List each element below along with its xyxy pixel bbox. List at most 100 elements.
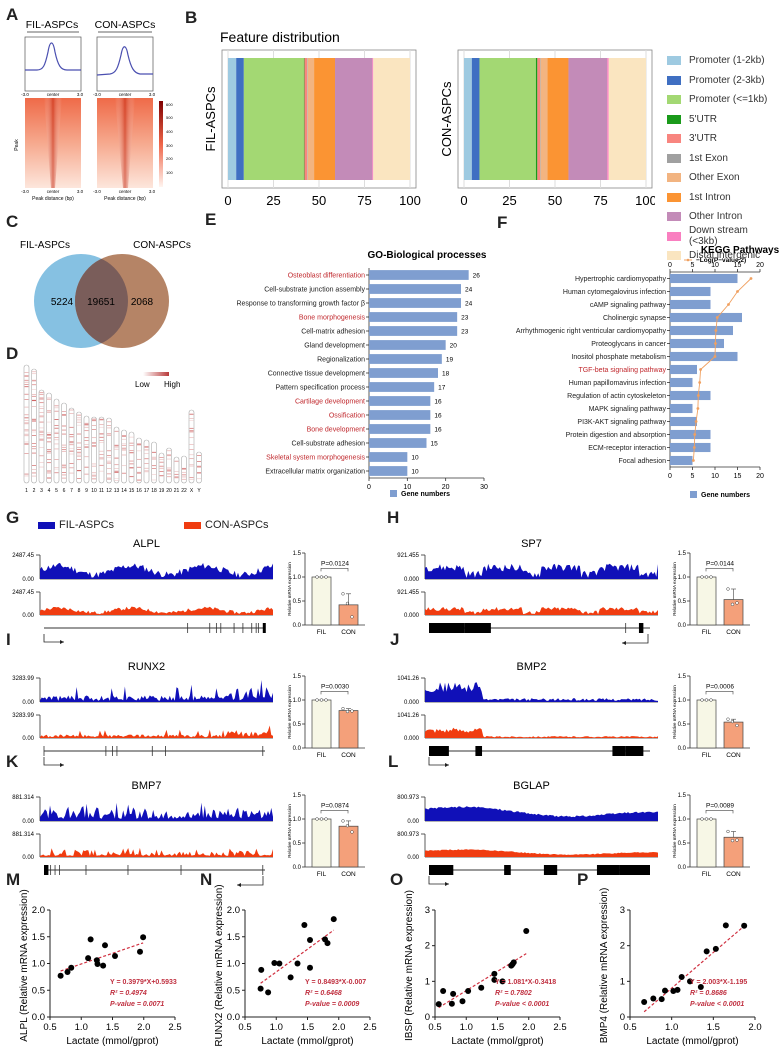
coverage-track-con (425, 849, 658, 857)
bar-value-label: 23 (461, 329, 469, 336)
group-label-con: CON-ASPCs (95, 19, 156, 31)
stacked-segment-promoter-1kb- (479, 58, 536, 180)
bar-arrhythmogenic-right-ventricular-cardiomyopathy (670, 325, 733, 336)
bar-ecm-receptor-interaction (670, 442, 711, 453)
chromosome-label: 2 (33, 488, 36, 494)
exon-block (44, 865, 49, 875)
chromosome-X (188, 409, 195, 484)
panel-letter-g: G (6, 508, 20, 527)
coverage-track-con (40, 725, 273, 738)
bar-y-tick-label: 0.0 (678, 623, 687, 629)
category-label: ECM-receptor interaction (588, 445, 666, 452)
exon-block (429, 746, 449, 756)
stacked-segment-1st-exon (307, 58, 308, 180)
panel-letter-h: H (387, 508, 400, 527)
expression-bar-fil (311, 699, 332, 749)
track-min-label: 0.00 (22, 613, 34, 619)
bar-value-label: 17 (438, 385, 446, 392)
chromosome-label: 21 (174, 488, 180, 494)
x-tick-label: 25 (266, 193, 280, 208)
significance-bracket (705, 810, 734, 814)
data-point (697, 984, 704, 991)
data-point (140, 934, 147, 941)
regression-annotation: Y = 1.081*X-0.3418 (495, 979, 556, 986)
replicate-point (726, 587, 730, 591)
data-point (68, 964, 75, 971)
expression-bar-fil (311, 818, 332, 868)
bar-y-tick-label: 0.0 (293, 746, 302, 752)
pvalue-point (749, 277, 753, 280)
top-tick-label: 20 (756, 262, 764, 269)
bar-value-label: 24 (465, 287, 473, 294)
replicate-point (315, 575, 319, 579)
panel-b-legend: Promoter (1-2kb) Promoter (2-3kb) Promoter… (667, 51, 779, 266)
gene-title: BMP2 (517, 661, 547, 673)
data-point (478, 984, 485, 991)
bar-focal-adhesion (670, 455, 693, 466)
replicate-point (350, 709, 354, 713)
data-point (491, 970, 498, 977)
bar-y-tick-label: 0.0 (678, 865, 687, 871)
y-axis-label: IBSP (Relative mRNA expression) (404, 890, 415, 1041)
pvalue-point (692, 459, 695, 462)
legend-swatch (667, 173, 681, 183)
bar-y-tick-label: 1.0 (678, 817, 687, 823)
p-value-label: P=0.0089 (706, 802, 734, 809)
chromosome-label: 4 (48, 488, 51, 494)
track-max-label: 2487.45 (12, 590, 34, 596)
pvalue-point (694, 420, 698, 423)
data-point (703, 948, 710, 955)
line-legend-label: −Log(P−value,2) (696, 257, 746, 264)
bar-value-label: 18 (442, 371, 450, 378)
stacked-segment-down-stream-3kb- (372, 58, 374, 180)
y-axis-label: RUNX2 (Relative mRNA expression) (214, 885, 225, 1047)
category-label: Human cytomegalovirus infection (563, 289, 666, 296)
stacked-segment-other-exon (307, 58, 315, 180)
x-tick-label: 1.5 (491, 1022, 504, 1033)
chromosome-label: 11 (99, 488, 104, 494)
replicate-point (735, 838, 739, 842)
category-label: MAPK signaling pathway (589, 406, 667, 413)
significance-bracket (705, 568, 734, 572)
chromosome-5 (53, 398, 60, 484)
expression-bar-fil (696, 699, 717, 749)
expression-bar-fil (696, 576, 717, 626)
legend-label: Other Exon (689, 172, 740, 184)
chromosome-label: 3 (40, 488, 43, 494)
bar-ylabel: Relative mRNA expression (287, 804, 292, 858)
bar-pi3k-akt-signaling-pathway (670, 416, 697, 427)
x-tick-label: 2.0 (137, 1022, 150, 1033)
y-axis-label: CON-ASPCs (439, 81, 454, 157)
bar-bone-morphogenesis (369, 312, 458, 322)
p-value-label: P=0.0124 (321, 560, 349, 567)
x-tick-label: 1.0 (665, 1022, 678, 1033)
data-point (491, 976, 498, 983)
legend-swatch (690, 491, 697, 498)
y-axis-label: FIL-ASPCs (203, 86, 218, 152)
legend-swatch (667, 114, 681, 124)
venn-count-both: 19651 (87, 297, 115, 308)
category-label: Ossification (329, 413, 365, 420)
x-tick-label: 10 (711, 473, 719, 480)
panel-letter-l: L (388, 752, 399, 771)
track-min-label: 0.000 (404, 736, 420, 742)
exon-block (429, 623, 465, 633)
bar-cell-substrate-junction-assembly (369, 284, 461, 294)
chromosome-14 (121, 429, 127, 484)
data-point (440, 987, 447, 994)
bar-skeletal-system-morphogenesis (369, 452, 408, 462)
stacked-segment-distal-intergenic (608, 58, 646, 180)
track-max-label: 881.314 (12, 832, 34, 838)
pvalue-point (736, 290, 739, 293)
legend-high: High (164, 380, 180, 389)
track-min-label: 0.00 (22, 577, 34, 583)
panel-letter-d: D (6, 344, 19, 363)
track-max-label: 800.973 (397, 832, 419, 838)
tss-arrow-icon (622, 634, 649, 644)
y-axis-label: BMP4 (Relative mRNA expression) (599, 888, 610, 1044)
gene-title: SP7 (521, 538, 542, 550)
exon-block (475, 746, 483, 756)
significance-bracket (320, 691, 349, 695)
legend-item: Other Exon (667, 168, 779, 188)
